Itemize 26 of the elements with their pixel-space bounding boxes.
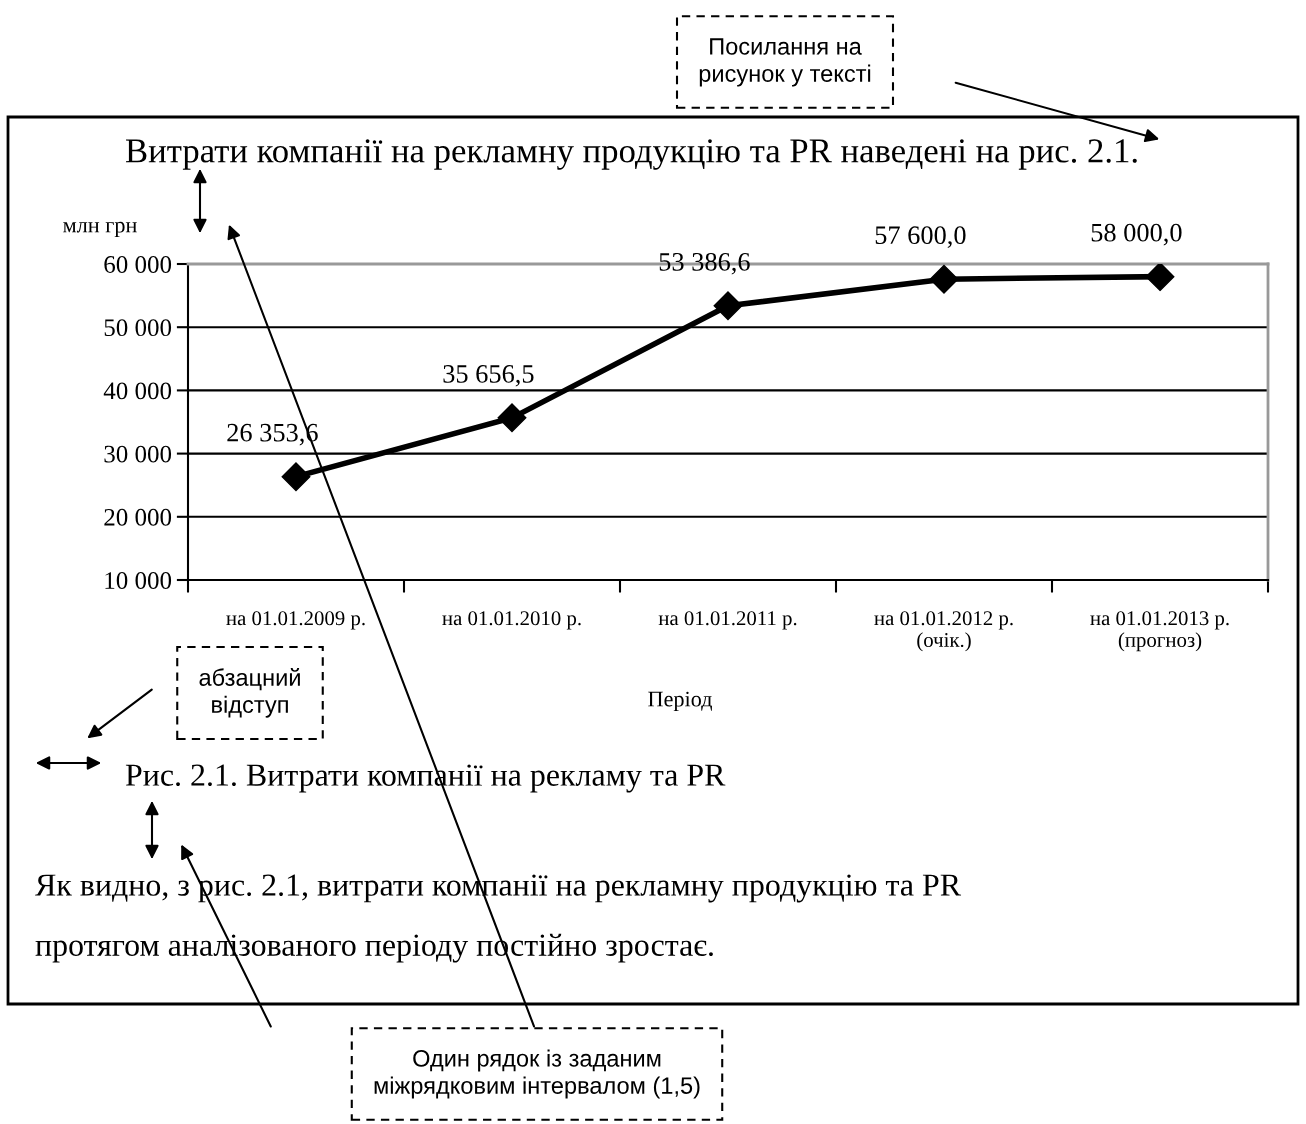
x-tick-label: на 01.01.2010 р. [442,611,581,630]
y-tick-label: 10 000 [105,572,172,589]
x-tick-label: на 01.01.2011 р. [658,611,797,630]
y-tick-label: 40 000 [103,382,172,400]
y-tick-label: 30 000 [104,445,172,463]
data-label: 53 386,6 [659,252,750,275]
point [497,403,527,433]
chart-title: Витрати компанії на рекламну продукцію та PR наведені на рис. 2.1. [126,139,1137,170]
point [1145,264,1175,292]
x-tick-label: на 01.01.2013 р. (прогноз) [1090,611,1229,652]
data-label: 57 600,0 [875,226,966,248]
text: абзацний відступ [199,668,300,718]
data-label: 58 000,0 [1091,223,1182,246]
y-tick-label: 50 000 [104,319,172,337]
x-tick-label: на 01.01.2009 р. [226,611,365,630]
text: Один рядок із заданим міжрядковим інтервалом (1,5) [374,1049,700,1099]
text: Посилання на рисунок у тексті [699,38,871,87]
point [281,462,311,492]
x-axis-title: Період [648,691,712,712]
point [929,264,959,294]
y-axis-title: млн грн [63,221,137,238]
y-tick-label: 60 000 [104,256,172,273]
y-tick-label: 20 000 [104,508,172,526]
point [713,291,743,321]
x-tick-label: на 01.01.2012 р. (очік.) [874,611,1013,652]
data-label: 35 656,5 [443,365,534,387]
